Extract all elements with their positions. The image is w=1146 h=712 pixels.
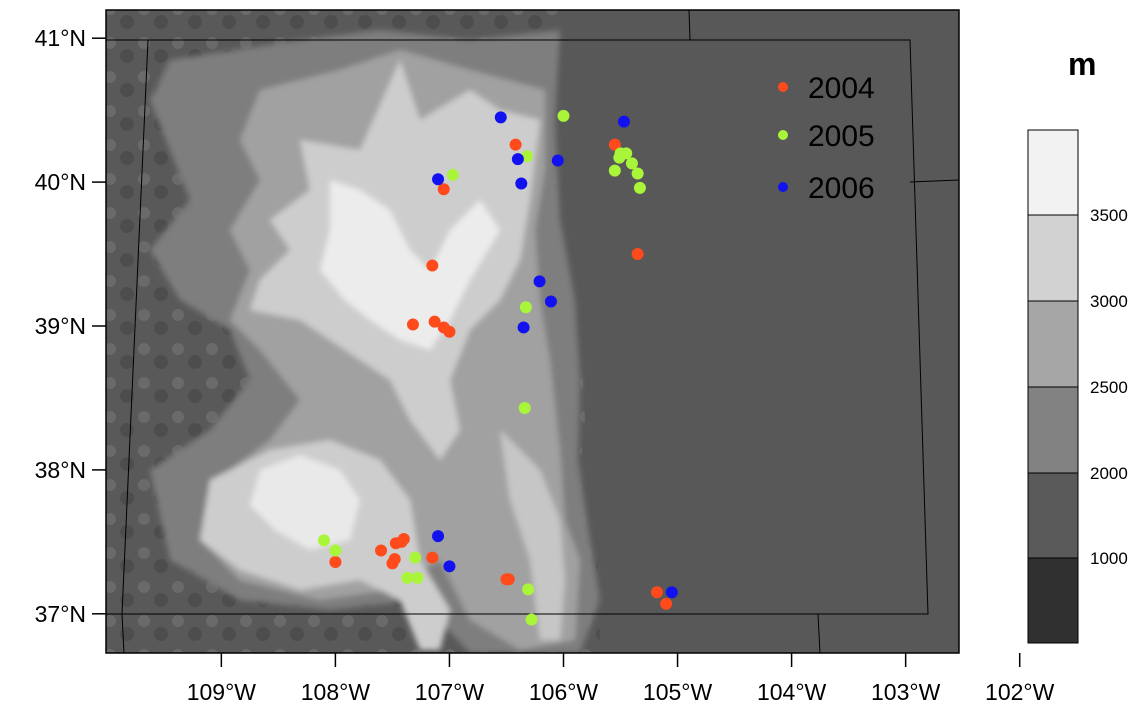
colorbar-segment-5: [1027, 472, 1079, 559]
lat-tick-label: 41°N: [35, 25, 86, 51]
lon-tick-label: 105°W: [643, 679, 713, 705]
colorbar: m 3500 3000 2500 2000 1000: [1027, 46, 1128, 644]
station-marker-2005: [446, 168, 459, 181]
map-panel: [106, 10, 959, 653]
station-marker-2005: [329, 544, 342, 557]
station-marker-2005: [557, 109, 570, 122]
lon-tick-label: 109°W: [187, 679, 257, 705]
lon-tick-label: 106°W: [529, 679, 599, 705]
colorbar-segment-6: [1027, 557, 1079, 644]
lon-tick-label: 102°W: [985, 679, 1055, 705]
colorbar-label-3000: 3000: [1090, 292, 1128, 311]
station-marker-2004: [631, 248, 644, 261]
lat-tick-label: 37°N: [35, 601, 86, 627]
station-marker-2005: [411, 571, 424, 584]
station-marker-2004: [608, 138, 621, 151]
legend-marker-2005: [778, 130, 788, 140]
station-marker-2004: [426, 259, 439, 272]
station-marker-2004: [388, 553, 401, 566]
longitude-axis: 109°W 108°W 107°W 106°W 105°W 104°W 103°W 102°W: [187, 653, 1055, 705]
legend-label-2006: 2006: [808, 172, 875, 205]
station-marker-2004: [660, 597, 673, 610]
colorbar-segment-3: [1027, 300, 1079, 388]
terrain-band-3000-east: [500, 430, 565, 640]
station-marker-2005: [409, 551, 422, 564]
station-marker-2004: [406, 318, 419, 331]
station-marker-2004: [502, 573, 515, 586]
station-marker-2006: [544, 295, 557, 308]
station-marker-2004: [509, 138, 522, 151]
eastern-plains: [548, 10, 959, 653]
station-marker-2005: [613, 151, 626, 164]
station-marker-2005: [522, 583, 535, 596]
state-line-ne-ks: [909, 179, 959, 183]
station-marker-2004: [329, 555, 342, 568]
terrain-band-3500: [320, 180, 500, 350]
state-line-south: [817, 613, 821, 653]
station-marker-2004: [651, 586, 664, 599]
colorbar-label-2500: 2500: [1090, 378, 1128, 397]
station-markers: [317, 109, 678, 626]
station-marker-2004: [437, 183, 450, 196]
station-marker-2006: [517, 321, 530, 334]
terrain-band-3500-south: [250, 455, 360, 550]
station-marker-2005: [625, 157, 638, 170]
station-marker-2006: [515, 177, 528, 190]
station-marker-2005: [519, 301, 532, 314]
lat-tick-label: 40°N: [35, 169, 86, 195]
lon-tick-label: 108°W: [301, 679, 371, 705]
state-boundary: [121, 39, 929, 615]
station-marker-2006: [432, 530, 445, 543]
state-line-nebraska: [688, 10, 691, 41]
station-marker-2005: [401, 571, 414, 584]
legend: 2004 2005 2006: [778, 72, 875, 205]
station-marker-2005: [631, 167, 644, 180]
station-marker-2004: [426, 551, 439, 564]
legend-entry-2004: 2004: [778, 72, 875, 105]
station-marker-2004: [443, 325, 456, 338]
station-marker-2005: [633, 181, 646, 194]
lat-tick-label: 38°N: [35, 457, 86, 483]
map-frame: [105, 9, 960, 654]
station-marker-2004: [375, 544, 388, 557]
station-marker-2006: [432, 173, 445, 186]
station-marker-2006: [665, 586, 678, 599]
lat-tick-label: 39°N: [35, 313, 86, 339]
legend-label-2004: 2004: [808, 72, 875, 105]
station-marker-2004: [395, 535, 408, 548]
colorbar-segment-4: [1027, 386, 1079, 474]
station-marker-2006: [494, 111, 507, 124]
legend-marker-2004: [778, 82, 788, 92]
colorbar-segment-1: [1027, 129, 1079, 216]
legend-entry-2006: 2006: [778, 172, 875, 205]
colorbar-label-2000: 2000: [1090, 464, 1128, 483]
station-marker-2004: [428, 315, 441, 328]
colorbar-label-1000: 1000: [1090, 549, 1128, 568]
lon-tick-label: 103°W: [871, 679, 941, 705]
legend-entry-2005: 2005: [778, 120, 875, 153]
colorbar-title: m: [1068, 46, 1096, 82]
legend-label-2005: 2005: [808, 120, 875, 153]
colorbar-label-3500: 3500: [1090, 206, 1128, 225]
station-marker-2006: [617, 115, 630, 128]
station-marker-2005: [521, 150, 534, 163]
station-marker-2006: [443, 560, 456, 573]
colorbar-segment-2: [1027, 214, 1079, 302]
station-marker-2006: [511, 153, 524, 166]
legend-marker-2006: [778, 182, 788, 192]
station-marker-2005: [317, 534, 330, 547]
lon-tick-label: 104°W: [757, 679, 827, 705]
lon-tick-label: 107°W: [415, 679, 485, 705]
station-marker-2005: [518, 402, 531, 415]
state-line-sw-vert: [121, 613, 125, 653]
station-marker-2006: [533, 275, 546, 288]
station-marker-2006: [551, 154, 564, 167]
latitude-axis: 41°N 40°N 39°N 38°N 37°N: [35, 25, 106, 627]
station-marker-2005: [525, 613, 538, 626]
station-marker-2005: [608, 164, 621, 177]
